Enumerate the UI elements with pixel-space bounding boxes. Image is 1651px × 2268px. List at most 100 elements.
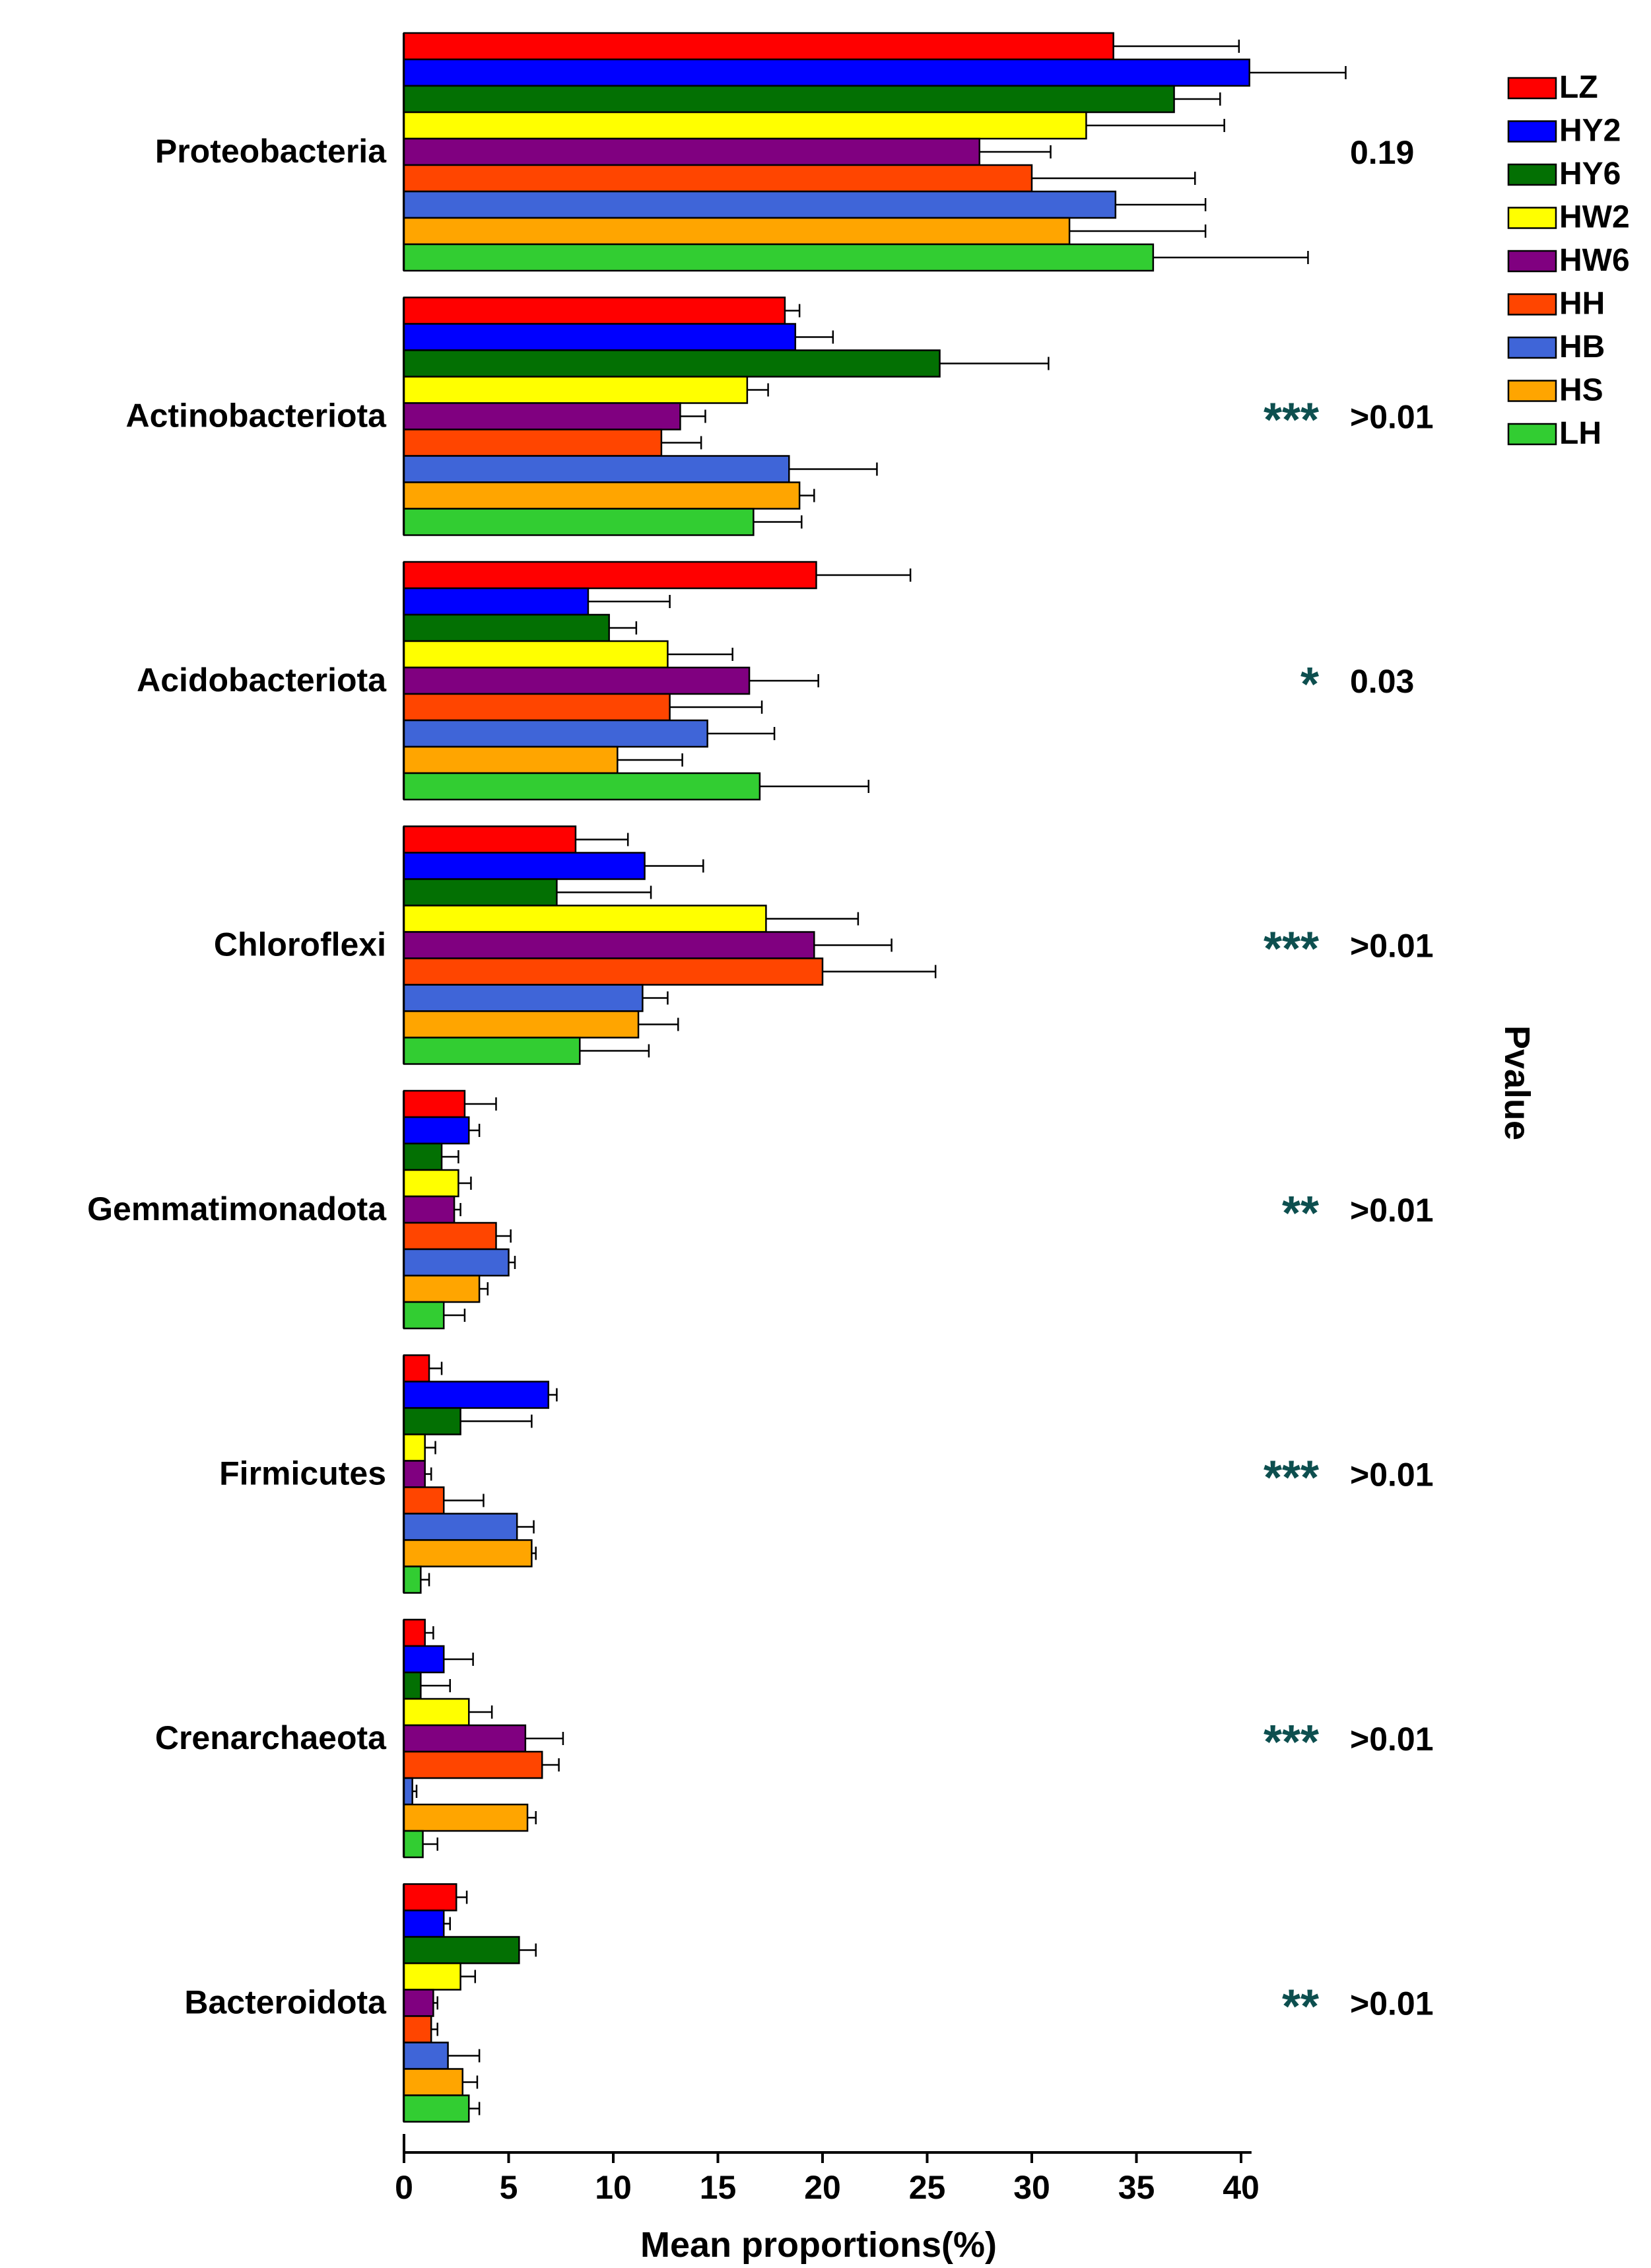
bar-crenarchaeota-hy6 [403,1671,422,1700]
bar-firmicutes-hy6 [403,1407,461,1435]
bar-proteobacteria-lh [403,243,1155,272]
bar-crenarchaeota-lh [403,1830,424,1859]
bar-gemmatimonadota-lz [403,1089,466,1118]
bar-firmicutes-hy2 [403,1381,549,1409]
stats-layer: 0.19 *** >0.01 * 0.03 *** >0.01 ** >0.01 *** >0.01… [1264,134,1434,2034]
bar-firmicutes-hw2 [403,1433,426,1462]
bar-crenarchaeota-hw6 [403,1724,527,1753]
bar-crenarchaeota-lz [403,1618,426,1647]
bar-chloroflexi-lz [403,825,577,854]
bar-chloroflexi-hy2 [403,852,646,880]
pvalue-firmicutes: >0.01 [1350,1457,1434,1494]
legend-label-hh: HH [1559,287,1605,322]
bar-actinobacteriota-hy2 [403,323,797,351]
bar-gemmatimonadota-hy6 [403,1142,443,1171]
bar-firmicutes-hs [403,1539,533,1567]
bar-chloroflexi-hh [403,957,824,986]
significance-stars-chloroflexi: *** [1264,923,1319,976]
bar-acidobacteriota-hy6 [403,613,610,642]
bar-gemmatimonadota-hh [403,1221,497,1251]
x-tick-label-35: 35 [1118,2169,1155,2206]
legend-swatch-hw2 [1507,207,1557,229]
bar-bacteroidota-hw6 [403,1989,434,2017]
category-label-gemmatimonadota: Gemmatimonadota [87,1190,387,1227]
legend-label-hw6: HW6 [1559,243,1630,278]
legend-swatch-hy6 [1507,163,1557,186]
bar-actinobacteriota-lz [403,296,786,325]
bar-proteobacteria-hy6 [403,85,1175,114]
x-tick-label-25: 25 [909,2169,946,2206]
x-tick-label-5: 5 [500,2169,518,2206]
bar-gemmatimonadota-hw6 [403,1195,455,1224]
bar-actinobacteriota-hy6 [403,349,941,378]
bar-firmicutes-hb [403,1513,518,1541]
legend-label-hy2: HY2 [1559,114,1621,149]
legend-swatch-hb [1507,336,1557,359]
bars-layer [403,32,1250,2123]
bar-acidobacteriota-hh [403,693,671,722]
bar-chloroflexi-hw2 [403,905,767,933]
bar-crenarchaeota-hs [403,1803,529,1832]
x-axis-title: Mean proportions(%) [640,2225,997,2265]
bar-chloroflexi-hy6 [403,878,558,907]
bar-gemmatimonadota-hb [403,1248,510,1277]
legend-label-lz: LZ [1559,70,1598,105]
bar-bacteroidota-hs [403,2068,464,2096]
x-axis: 0 5 10 15 20 25 30 35 40 [395,2134,1260,2206]
bar-bacteroidota-hy6 [403,1936,520,1964]
x-tick-label-15: 15 [700,2169,737,2206]
bar-proteobacteria-hh [403,164,1033,193]
bar-proteobacteria-hw6 [403,137,980,166]
category-label-chloroflexi: Chloroflexi [214,926,386,963]
bar-actinobacteriota-hw2 [403,376,749,404]
bar-actinobacteriota-hh [403,429,663,457]
x-tick-label-30: 30 [1013,2169,1050,2206]
bar-bacteroidota-hh [403,2015,432,2044]
bar-gemmatimonadota-hy2 [403,1116,470,1145]
bar-actinobacteriota-hw6 [403,402,681,430]
significance-stars-crenarchaeota: *** [1264,1716,1319,1769]
bar-chloroflexi-hb [403,984,644,1012]
legend-label-hy6: HY6 [1559,156,1621,191]
bar-bacteroidota-hy2 [403,1909,445,1938]
significance-stars-bacteroidota: ** [1282,1981,1319,2034]
bar-proteobacteria-hw2 [403,111,1087,140]
pvalue-gemmatimonadota: >0.01 [1350,1192,1434,1229]
bar-chloroflexi-hs [403,1010,640,1039]
pvalue-bacteroidota: >0.01 [1350,1985,1434,2022]
legend-swatch-lh [1507,423,1557,446]
bar-acidobacteriota-hb [403,719,708,748]
legend-label-hw2: HW2 [1559,200,1630,235]
bar-gemmatimonadota-hw2 [403,1169,459,1198]
pvalue-acidobacteriota: 0.03 [1350,663,1414,700]
legend-swatch-lz [1507,77,1557,100]
x-tick-label-0: 0 [395,2169,413,2206]
pvalue-crenarchaeota: >0.01 [1350,1721,1434,1758]
legend: LZ HY2 HY6 HW2 HW6 HH HB HS LH [1507,70,1630,451]
bar-bacteroidota-hb [403,2042,449,2070]
category-label-acidobacteriota: Acidobacteriota [137,662,387,699]
legend-label-lh: LH [1559,416,1601,451]
category-labels-layer: Proteobacteria Actinobacteriota Acidobacte… [87,133,387,2021]
bar-crenarchaeota-hw2 [403,1698,470,1727]
bar-proteobacteria-lz [403,32,1114,61]
bar-crenarchaeota-hy2 [403,1645,445,1674]
bar-proteobacteria-hb [403,190,1117,219]
bar-acidobacteriota-hw2 [403,640,669,669]
bar-gemmatimonadota-hs [403,1274,481,1303]
legend-label-hs: HS [1559,373,1603,408]
error-bars-layer [412,40,1347,2115]
bar-firmicutes-hh [403,1486,445,1515]
pvalue-proteobacteria: 0.19 [1350,134,1414,171]
bar-actinobacteriota-lh [403,508,755,536]
category-label-proteobacteria: Proteobacteria [155,133,387,170]
x-tick-label-40: 40 [1223,2169,1260,2206]
bar-firmicutes-lz [403,1354,430,1383]
bar-acidobacteriota-lh [403,772,761,801]
bar-bacteroidota-lh [403,2094,470,2123]
pvalue-chloroflexi: >0.01 [1350,928,1434,965]
category-label-crenarchaeota: Crenarchaeota [155,1719,387,1756]
bar-crenarchaeota-hh [403,1750,543,1779]
